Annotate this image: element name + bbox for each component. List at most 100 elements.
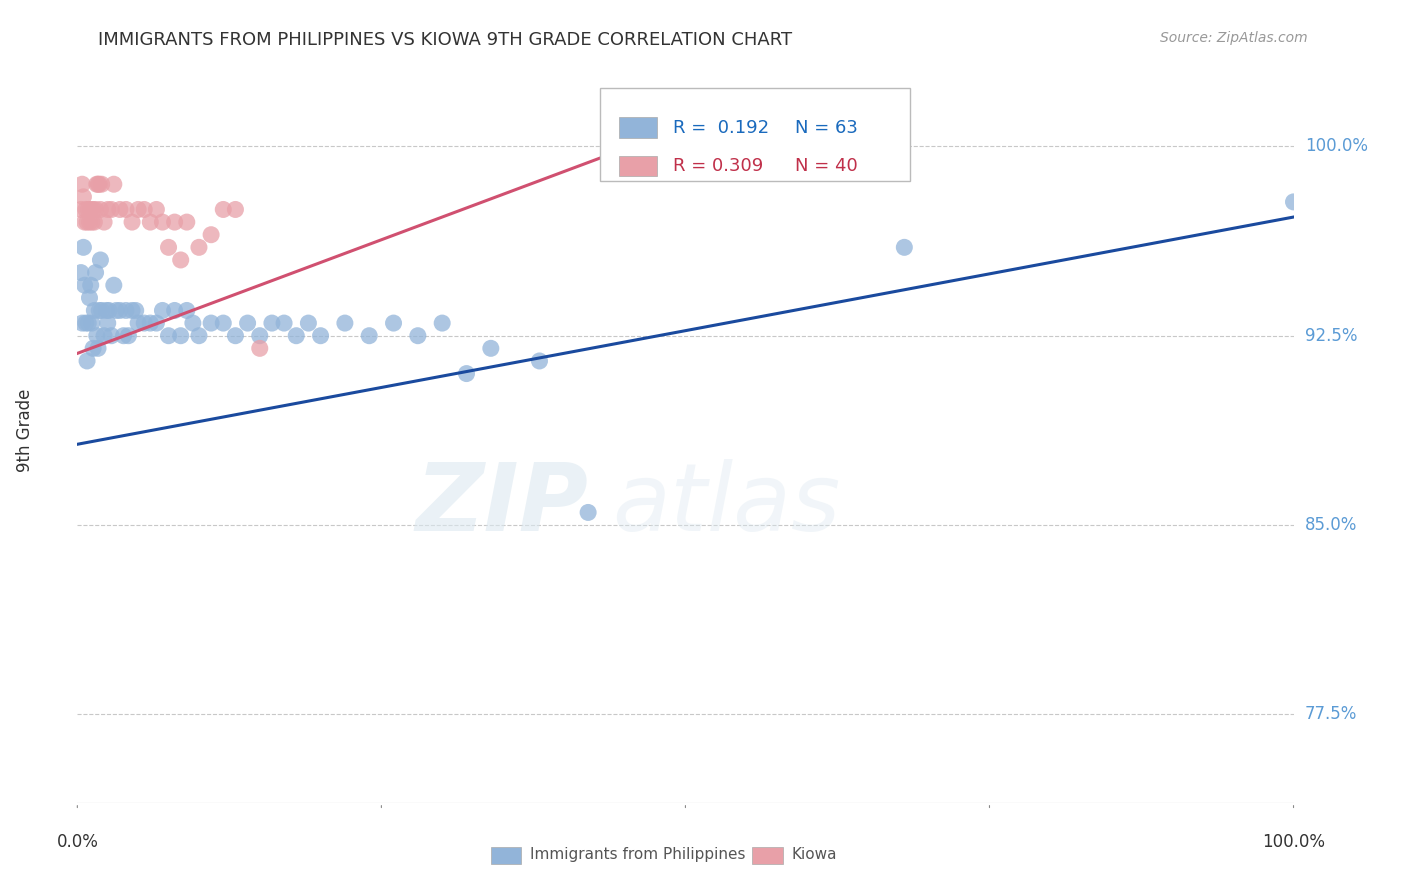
Text: ZIP: ZIP — [415, 458, 588, 551]
Point — [188, 240, 211, 254]
Point — [108, 202, 131, 217]
Point — [82, 202, 104, 217]
Text: 92.5%: 92.5% — [1305, 326, 1357, 344]
Point — [87, 178, 110, 192]
Point — [97, 202, 120, 217]
Point — [176, 303, 198, 318]
Text: 85.0%: 85.0% — [1305, 516, 1357, 534]
Text: N = 40: N = 40 — [794, 157, 858, 175]
Point — [70, 202, 93, 217]
Text: 0.0%: 0.0% — [56, 833, 98, 851]
Point — [75, 202, 97, 217]
Point — [80, 202, 103, 217]
Point — [224, 328, 246, 343]
Text: R = 0.309: R = 0.309 — [673, 157, 763, 175]
FancyBboxPatch shape — [619, 117, 658, 138]
Point — [176, 215, 198, 229]
Point — [76, 354, 98, 368]
Point — [236, 316, 259, 330]
Point — [108, 303, 131, 318]
Point — [260, 316, 283, 330]
Point — [84, 202, 107, 217]
FancyBboxPatch shape — [491, 847, 522, 863]
Point — [285, 328, 308, 343]
Point — [893, 240, 915, 254]
Point — [224, 202, 246, 217]
Point — [72, 190, 94, 204]
Point — [97, 316, 120, 330]
Point — [613, 139, 636, 153]
Point — [529, 354, 551, 368]
Point — [406, 328, 429, 343]
Point — [90, 303, 112, 318]
Point — [152, 215, 174, 229]
Point — [84, 266, 107, 280]
Text: Source: ZipAtlas.com: Source: ZipAtlas.com — [1160, 31, 1308, 45]
FancyBboxPatch shape — [752, 847, 783, 863]
Point — [145, 316, 167, 330]
Point — [83, 303, 105, 318]
Point — [479, 342, 502, 356]
Point — [456, 367, 478, 381]
Text: R =  0.192: R = 0.192 — [673, 119, 769, 136]
Point — [100, 328, 122, 343]
Text: Immigrants from Philippines: Immigrants from Philippines — [530, 847, 745, 863]
Text: Kiowa: Kiowa — [792, 847, 837, 863]
Point — [76, 215, 98, 229]
Point — [430, 316, 453, 330]
Point — [89, 202, 111, 217]
Point — [89, 303, 111, 318]
Point — [70, 178, 93, 192]
Point — [576, 505, 599, 519]
Point — [79, 291, 101, 305]
Point — [163, 303, 186, 318]
Point — [115, 202, 138, 217]
Point — [70, 316, 93, 330]
Point — [163, 215, 186, 229]
Point — [103, 278, 125, 293]
Point — [90, 178, 112, 192]
Point — [73, 278, 96, 293]
Point — [382, 316, 405, 330]
Point — [96, 303, 118, 318]
Point — [70, 266, 93, 280]
Text: N = 63: N = 63 — [794, 119, 858, 136]
Point — [134, 202, 156, 217]
Text: 100.0%: 100.0% — [1263, 833, 1324, 851]
FancyBboxPatch shape — [619, 155, 658, 177]
Point — [83, 215, 105, 229]
Point — [93, 215, 115, 229]
Point — [359, 328, 381, 343]
Text: atlas: atlas — [613, 459, 841, 550]
Point — [80, 278, 103, 293]
Point — [297, 316, 319, 330]
Point — [134, 316, 156, 330]
Point — [157, 328, 180, 343]
Point — [152, 303, 174, 318]
Point — [93, 328, 115, 343]
Point — [188, 328, 211, 343]
Point — [77, 202, 100, 217]
Point — [249, 328, 271, 343]
Text: 100.0%: 100.0% — [1305, 137, 1368, 155]
Point — [117, 328, 139, 343]
FancyBboxPatch shape — [600, 87, 911, 181]
Point — [89, 178, 111, 192]
Point — [87, 342, 110, 356]
Point — [212, 202, 235, 217]
Point — [80, 215, 103, 229]
Point — [170, 252, 193, 267]
Point — [125, 303, 148, 318]
Text: IMMIGRANTS FROM PHILIPPINES VS KIOWA 9TH GRADE CORRELATION CHART: IMMIGRANTS FROM PHILIPPINES VS KIOWA 9TH… — [98, 31, 793, 49]
Text: 9th Grade: 9th Grade — [15, 389, 34, 472]
Point — [75, 316, 97, 330]
Point — [72, 240, 94, 254]
Point — [200, 227, 222, 242]
Point — [79, 215, 101, 229]
Point — [77, 316, 100, 330]
Point — [127, 316, 149, 330]
Point — [333, 316, 356, 330]
Point — [105, 303, 128, 318]
Point — [97, 303, 120, 318]
Point — [200, 316, 222, 330]
